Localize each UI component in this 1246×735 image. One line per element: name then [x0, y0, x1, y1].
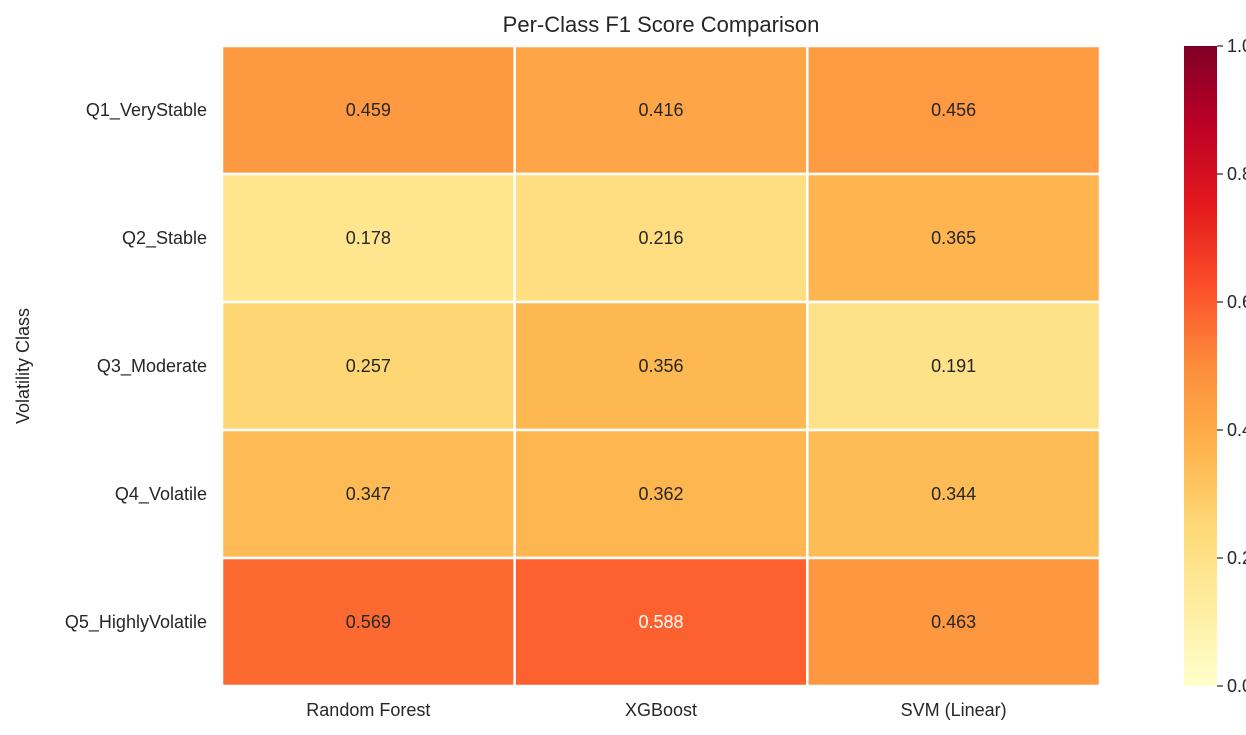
- y-axis-label: Volatility Class: [13, 308, 33, 424]
- colorbar-tick-label: 0.8: [1227, 164, 1246, 184]
- cell-value-label: 0.216: [638, 228, 683, 248]
- column-tick-label: Random Forest: [306, 700, 430, 720]
- cell-value-label: 0.344: [931, 484, 976, 504]
- row-tick-label: Q4_Volatile: [115, 484, 207, 505]
- row-tick-label: Q1_VeryStable: [86, 100, 207, 121]
- colorbar-tick-label: 0.6: [1227, 292, 1246, 312]
- heatmap-cells: 0.459 0.416 0.456 0.178 0.216 0.365 0.257 0.356…: [220, 44, 1102, 688]
- colorbar-ticks: 0.0 0.2 0.4 0.6 0.8 1.0: [1217, 36, 1246, 696]
- heatmap-cell: [513, 300, 809, 432]
- cell-value-label: 0.416: [638, 100, 683, 120]
- cell-value-label: 0.365: [931, 228, 976, 248]
- cell-value-label: 0.356: [638, 356, 683, 376]
- column-tick-labels: Random Forest XGBoost SVM (Linear): [306, 700, 1006, 720]
- chart-title: Per-Class F1 Score Comparison: [503, 12, 820, 37]
- cell-value-label: 0.178: [346, 228, 391, 248]
- colorbar-tick-label: 1.0: [1227, 36, 1246, 56]
- heatmap-cell: [513, 44, 809, 176]
- cell-value-label: 0.588: [638, 612, 683, 632]
- row-tick-label: Q5_HighlyVolatile: [65, 612, 207, 633]
- cell-value-label: 0.347: [346, 484, 391, 504]
- colorbar-tick-label: 0.2: [1227, 548, 1246, 568]
- heatmap-cell: [806, 428, 1102, 560]
- row-tick-label: Q2_Stable: [122, 228, 207, 249]
- cell-value-label: 0.459: [346, 100, 391, 120]
- cell-value-label: 0.569: [346, 612, 391, 632]
- heatmap-cell: [220, 44, 516, 176]
- heatmap-cell: [806, 44, 1102, 176]
- cell-value-label: 0.362: [638, 484, 683, 504]
- heatmap-cell: [806, 172, 1102, 304]
- cell-value-label: 0.191: [931, 356, 976, 376]
- cell-value-label: 0.257: [346, 356, 391, 376]
- heatmap-cell: [220, 428, 516, 560]
- cell-value-label: 0.463: [931, 612, 976, 632]
- column-tick-label: SVM (Linear): [901, 700, 1007, 720]
- colorbar: [1184, 46, 1217, 686]
- heatmap-cell: [220, 172, 516, 304]
- heatmap-cell: [220, 556, 516, 688]
- row-tick-labels: Q1_VeryStable Q2_Stable Q3_Moderate Q4_Vola…: [65, 100, 207, 633]
- colorbar-tick-label: 0.0: [1227, 676, 1246, 696]
- cell-value-label: 0.456: [931, 100, 976, 120]
- column-tick-label: XGBoost: [625, 700, 697, 720]
- heatmap-cell: [513, 556, 809, 688]
- colorbar-tick-label: 0.4: [1227, 420, 1246, 440]
- heatmap-cell: [806, 556, 1102, 688]
- row-tick-label: Q3_Moderate: [97, 356, 207, 377]
